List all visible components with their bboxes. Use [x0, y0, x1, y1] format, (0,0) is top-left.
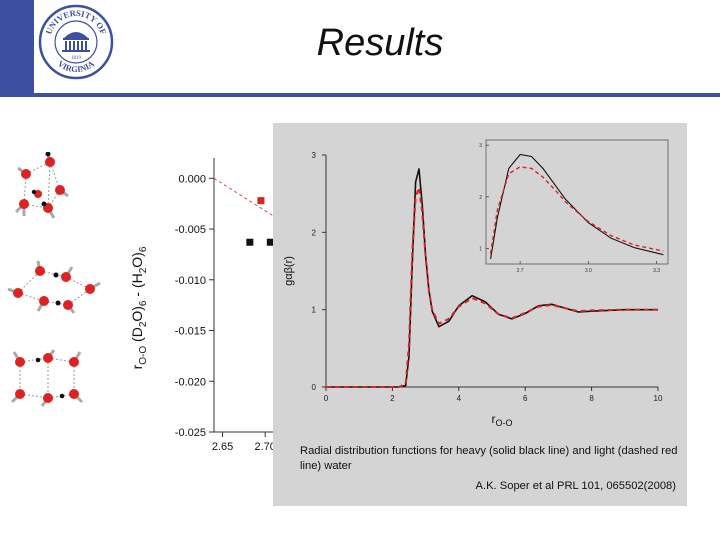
water-hexamer-book-icon: [7, 260, 101, 314]
main-y-tick-label: 1: [312, 306, 317, 315]
header-band: [0, 0, 720, 94]
left-chart-y-axis-label: rO-O (D2O)6 - (H2O)6: [129, 246, 149, 369]
inset-x-tick-label: 3.3: [653, 268, 660, 274]
inset-series-heavy-water: [490, 153, 664, 259]
main-series-light-water: [326, 186, 658, 388]
svg-text:VIRGINIA: VIRGINIA: [56, 58, 97, 74]
left-y-tick-label: -0.010: [175, 275, 206, 287]
left-trend-line: [213, 177, 278, 220]
left-data-point: [246, 238, 254, 246]
main-x-tick-label: 6: [523, 394, 528, 403]
radial-distribution-chart: 0 1 2 3 0 2 4 6 8 10 gαβ(r) rO-O 1 2 3 2.7 3.0 3.3: [283, 139, 669, 428]
rotunda-icon: [62, 32, 90, 52]
left-y-tick-label: -0.015: [175, 326, 206, 338]
figure-citation: A.K. Soper et al PRL 101, 065502(2008): [475, 480, 676, 492]
main-x-axis-label: rO-O: [492, 412, 513, 428]
inset-x-tick-label: 2.7: [517, 268, 524, 274]
main-y-axis-label: gαβ(r): [283, 256, 295, 286]
inset-y-tick-label: 2: [479, 195, 482, 201]
main-y-tick-label: 3: [312, 151, 317, 160]
header-accent-bar: [0, 0, 34, 94]
left-x-tick-label: 2.65: [212, 441, 233, 453]
left-y-tick-label: -0.025: [175, 427, 206, 439]
water-hexamer-cage-icon: [14, 152, 69, 219]
left-y-tick-label: -0.005: [175, 224, 206, 236]
main-x-tick-label: 2: [390, 394, 395, 403]
university-seal-logo: UNIVERSITY OF VIRGINIA 1819: [38, 4, 114, 80]
main-y-tick-label: 2: [312, 228, 317, 237]
seal-bottom-text: VIRGINIA: [56, 58, 97, 74]
main-y-tick-label: 0: [312, 383, 317, 392]
inset-series-light-water: [489, 166, 664, 254]
left-data-point: [257, 197, 265, 205]
water-hexamer-prism-icon: [10, 349, 84, 407]
main-x-tick-label: 4: [457, 394, 462, 403]
inset-y-tick-label: 1: [479, 247, 482, 253]
left-data-point: [266, 238, 274, 246]
left-y-tick-label: 0.000: [178, 173, 206, 185]
left-x-tick-label: 2.70: [254, 441, 275, 453]
left-y-tick-label: -0.020: [175, 376, 206, 388]
main-x-tick-label: 0: [324, 394, 329, 403]
main-x-tick-label: 10: [654, 394, 663, 403]
inset-y-tick-label: 3: [479, 143, 482, 149]
inset-x-tick-label: 3.0: [585, 268, 592, 274]
header-rule: [0, 93, 720, 97]
svg-text:rO-O (D2O)6 - (H2O)6: rO-O (D2O)6 - (H2O)6: [129, 246, 149, 369]
inset-frame: [485, 139, 669, 265]
slide-title: Results: [316, 22, 444, 64]
isotope-difference-chart: rO-O (D2O)6 - (H2O)6 0.000 -0.005 -0.010 -0…: [129, 158, 278, 453]
main-x-tick-label: 8: [589, 394, 594, 403]
seal-year: 1819: [71, 56, 82, 61]
figure-caption: Radial distribution functions for heavy …: [300, 445, 678, 472]
